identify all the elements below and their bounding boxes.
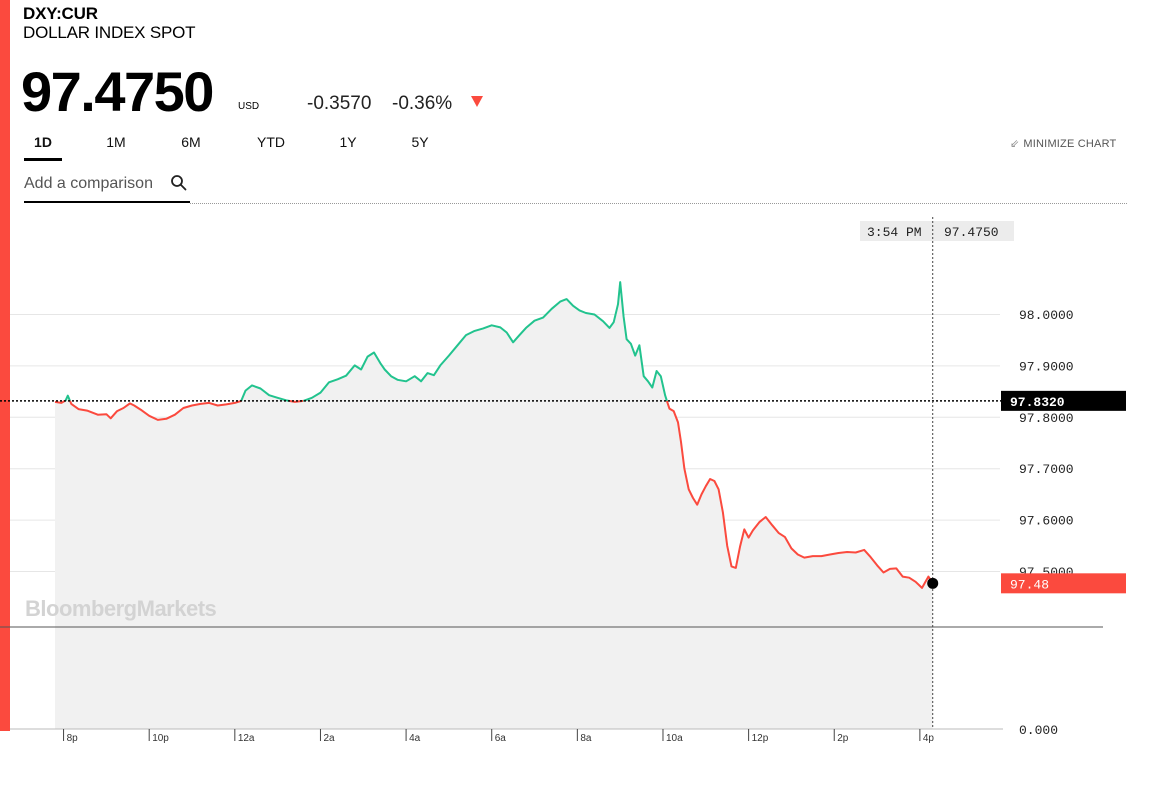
line-segment-up xyxy=(302,281,668,402)
area-fill xyxy=(55,282,933,729)
last-price-tag-bg xyxy=(1001,573,1126,594)
price-change-percent: -0.36% xyxy=(392,93,453,114)
line-segment-down xyxy=(69,399,242,421)
x-tick-label: 2p xyxy=(837,733,849,744)
y-tick-label: 97.8000 xyxy=(1019,411,1074,426)
x-axis-ticks: 8p 10p 12a 2a 4a 6a 8a 10a 12p 2p 4p xyxy=(63,729,935,744)
last-price-tag: 97.48 xyxy=(1001,573,1126,594)
previous-close-label: 97.8320 xyxy=(1010,395,1065,410)
x-tick-label: 10p xyxy=(152,733,169,744)
x-tick-label: 12a xyxy=(238,733,255,744)
toolbar-divider xyxy=(190,203,1127,204)
price-chart[interactable]: BloombergMarkets 98.000097.900097.800097… xyxy=(0,205,1168,765)
accent-bar xyxy=(0,0,10,731)
crosshair-readout: 3:54 PM 97.4750 xyxy=(860,221,1014,241)
minimize-label: MINIMIZE CHART xyxy=(1023,138,1117,150)
previous-close-tag: 97.8320 xyxy=(1001,390,1126,411)
instrument-name: DOLLAR INDEX SPOT xyxy=(23,23,196,42)
x-tick-label: 4a xyxy=(409,733,421,744)
y-axis-labels: 98.000097.900097.800097.700097.600097.50… xyxy=(1019,308,1074,580)
y-tick-label: 98.0000 xyxy=(1019,308,1074,323)
tab-1d[interactable]: 1D xyxy=(24,134,62,161)
tab-6m[interactable]: 6M xyxy=(181,134,201,150)
ticker-symbol: DXY:CUR xyxy=(23,4,98,23)
x-tick-label: 8p xyxy=(67,733,79,744)
minimize-chart-button[interactable]: ⇙ MINIMIZE CHART xyxy=(1010,137,1116,150)
x-tick-label: 8a xyxy=(580,733,592,744)
crosshair-time: 3:54 PM xyxy=(867,225,922,240)
last-price: 97.4750 xyxy=(21,60,214,123)
x-tick-label: 6a xyxy=(495,733,507,744)
last-point-marker xyxy=(927,577,939,589)
previous-close-tag-bg xyxy=(1001,390,1126,411)
line-segment-up xyxy=(240,384,290,402)
line-segment-down xyxy=(665,400,934,589)
down-arrow-icon xyxy=(471,96,483,107)
x-tick-label: 2a xyxy=(323,733,335,744)
x-tick-label: 10a xyxy=(666,733,683,744)
y-tick-label: 97.6000 xyxy=(1019,514,1074,529)
last-price-label: 97.48 xyxy=(1010,577,1049,592)
price-change: -0.3570 xyxy=(307,93,372,114)
crosshair-value: 97.4750 xyxy=(944,225,999,240)
search-icon[interactable] xyxy=(170,174,188,192)
tab-1y[interactable]: 1Y xyxy=(339,134,357,150)
comparison-search xyxy=(24,170,190,203)
currency-label: USD xyxy=(238,101,260,112)
crosshair-readout-bg xyxy=(860,221,1014,241)
x-tick-label: 4p xyxy=(923,733,935,744)
tab-5y[interactable]: 5Y xyxy=(411,134,429,150)
y-tick-label: 97.9000 xyxy=(1019,359,1074,374)
x-tick-label: 12p xyxy=(752,733,769,744)
y-zero-label: 0.000 xyxy=(1019,723,1058,738)
y-tick-label: 97.7000 xyxy=(1019,462,1074,477)
comparison-input[interactable] xyxy=(24,172,164,196)
watermark: BloombergMarkets xyxy=(25,596,217,621)
tab-1m[interactable]: 1M xyxy=(106,134,126,150)
line-segment-down xyxy=(54,400,66,404)
price-line xyxy=(54,281,934,589)
minimize-icon: ⇙ xyxy=(1010,138,1020,150)
tab-ytd[interactable]: YTD xyxy=(257,134,285,150)
